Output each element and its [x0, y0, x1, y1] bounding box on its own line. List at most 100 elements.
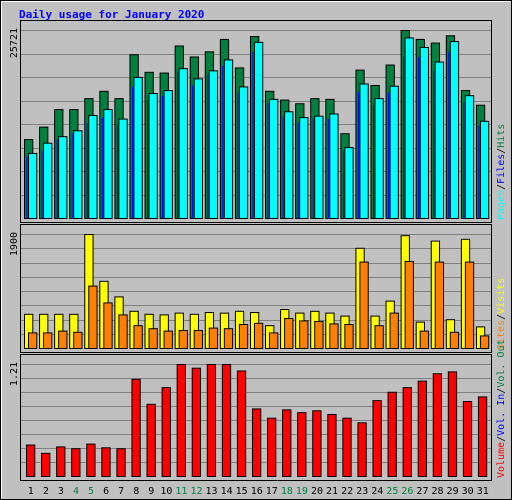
- volume-panel-legend-vol-in: Vol. In: [496, 394, 507, 436]
- hits-panel-bar-files-day26: [403, 56, 405, 219]
- hits-panel-bar-files-day27: [418, 56, 420, 219]
- volume-panel-bar-volume-day18: [282, 409, 292, 478]
- hits-panel-bar-files-day11: [177, 72, 179, 219]
- hits-panel-bar-pages-day2: [43, 142, 53, 219]
- hits-panel-legend-separator: /: [496, 184, 507, 190]
- hits-panel-bar-files-day13: [207, 74, 209, 219]
- visits-panel-bar-sites-day3: [58, 330, 68, 350]
- volume-panel-legend-volume: Volume: [496, 442, 507, 478]
- volume-panel-legend-separator: /: [496, 436, 507, 442]
- volume-panel-bar-volume-day27: [417, 380, 427, 478]
- volume-panel-bar-volume-day2: [41, 452, 51, 477]
- hits-panel-bar-pages-day11: [178, 68, 188, 219]
- visits-panel-bar-sites-day18: [284, 318, 294, 349]
- volume-panel-bar-volume-day16: [251, 408, 262, 477]
- visits-panel-bar-sites-day12: [193, 330, 203, 349]
- hits-panel-bar-pages-day22: [344, 147, 354, 219]
- volume-panel-bar-volume-day14: [221, 364, 232, 477]
- hits-panel-bar-pages-day9: [148, 93, 158, 219]
- hits-panel-bar-files-day21: [327, 119, 329, 219]
- volume-panel-bar-volume-day5: [86, 443, 96, 477]
- visits-panel-bar-sites-day28: [434, 261, 445, 350]
- hits-panel-bar-files-day16: [252, 51, 254, 219]
- hits-panel-bar-files-day23: [357, 92, 359, 219]
- hits-panel-bar-pages-day30: [464, 95, 475, 219]
- hits-panel-bar-pages-day1: [28, 152, 38, 219]
- x-tick-label-day29: 29: [447, 486, 459, 497]
- x-tick-label-day25: 25: [386, 486, 398, 497]
- hits-panel-legend-files: Files: [496, 154, 507, 184]
- visits-panel-bar-sites-day16: [253, 322, 264, 349]
- hits-panel-bar-pages-day21: [329, 113, 339, 219]
- volume-panel-bar-volume-day30: [462, 401, 473, 477]
- x-tick-label-day11: 11: [175, 486, 187, 497]
- hits-panel-bar-files-day4: [71, 132, 73, 219]
- hits-panel-bar-pages-day15: [238, 86, 249, 219]
- x-tick-label-day5: 5: [88, 486, 94, 497]
- hits-panel-bar-files-day7: [116, 124, 118, 219]
- x-tick-label-day23: 23: [356, 486, 368, 497]
- hits-panel-bar-pages-day25: [389, 85, 399, 219]
- volume-panel-bar-volume-day24: [372, 400, 382, 478]
- volume-panel-bar-volume-day25: [387, 391, 397, 477]
- visits-panel-bar-sites-day14: [223, 328, 234, 350]
- x-tick-label-day26: 26: [401, 486, 413, 497]
- hits-panel-bar-files-day12: [192, 85, 194, 219]
- visits-panel-bar-sites-day30: [464, 261, 475, 350]
- hits-panel-bar-pages-day19: [299, 117, 309, 219]
- x-tick-label-day3: 3: [58, 486, 64, 497]
- volume-panel-legend-separator: /: [496, 388, 507, 394]
- x-tick-label-day9: 9: [148, 486, 154, 497]
- visits-panel-legend-sites: Sites: [496, 320, 507, 350]
- hits-panel-bar-pages-day6: [103, 109, 113, 219]
- hits-panel-bar-pages-day18: [284, 111, 294, 219]
- volume-panel-bar-volume-day28: [432, 373, 443, 477]
- visits-panel-bar-sites-day23: [359, 261, 369, 350]
- volume-panel-bar-volume-day15: [236, 370, 247, 477]
- visits-panel-legend-visits: Visits: [496, 278, 507, 314]
- hits-panel-bar-files-day31: [478, 125, 480, 219]
- x-tick-label-day18: 18: [281, 486, 293, 497]
- hits-panel-ymax-label: 25721: [9, 28, 20, 58]
- visits-panel-bar-sites-day17: [269, 332, 279, 349]
- hits-panel-bar-files-day18: [282, 116, 284, 219]
- x-tick-label-day6: 6: [103, 486, 109, 497]
- x-tick-label-day8: 8: [133, 486, 139, 497]
- hits-panel-legend-separator: /: [496, 148, 507, 154]
- volume-panel-ymax-label: 1.21: [9, 362, 20, 386]
- volume-panel-bar-volume-day6: [101, 447, 111, 477]
- hits-panel-bar-pages-day20: [314, 115, 324, 219]
- volume-panel-bar-volume-day4: [71, 448, 81, 478]
- visits-panel-bar-sites-day31: [479, 335, 490, 349]
- hits-panel-bar-files-day30: [463, 101, 465, 219]
- visits-panel-legend: Sites/Visits: [496, 278, 507, 350]
- visits-panel-bar-sites-day13: [208, 327, 219, 350]
- hits-panel-bar-files-day22: [342, 150, 344, 219]
- visits-panel-legend-separator: /: [496, 314, 507, 320]
- volume-panel-bar-volume-day31: [477, 396, 488, 477]
- hits-panel-bar-files-day8: [131, 86, 133, 219]
- hits-panel-bar-pages-day8: [133, 76, 143, 219]
- chart-title: Daily usage for January 2020: [19, 8, 204, 21]
- hits-panel-bar-files-day10: [162, 95, 164, 219]
- x-tick-label-day22: 22: [341, 486, 353, 497]
- x-tick-label-day7: 7: [118, 486, 124, 497]
- volume-panel-bar-volume-day7: [116, 448, 126, 478]
- x-tick-label-day2: 2: [43, 486, 49, 497]
- hits-panel-bar-pages-day24: [374, 98, 384, 219]
- volume-panel-bar-volume-day17: [267, 417, 277, 477]
- x-tick-label-day27: 27: [416, 486, 428, 497]
- x-tick-label-day16: 16: [251, 486, 263, 497]
- visits-panel-bar-sites-day7: [118, 314, 128, 349]
- visits-panel-bar-sites-day20: [314, 321, 324, 349]
- visits-panel-ymax-label: 1900: [9, 232, 20, 256]
- x-tick-label-day28: 28: [431, 486, 443, 497]
- x-tick-label-day30: 30: [462, 486, 474, 497]
- volume-panel-bar-volume-day29: [447, 371, 458, 478]
- hits-panel-bar-pages-day16: [253, 41, 264, 219]
- hits-panel-legend-hits: Hits: [496, 124, 507, 148]
- hits-panel-bar-pages-day27: [419, 46, 429, 219]
- hits-panel-bar-files-day2: [41, 150, 43, 219]
